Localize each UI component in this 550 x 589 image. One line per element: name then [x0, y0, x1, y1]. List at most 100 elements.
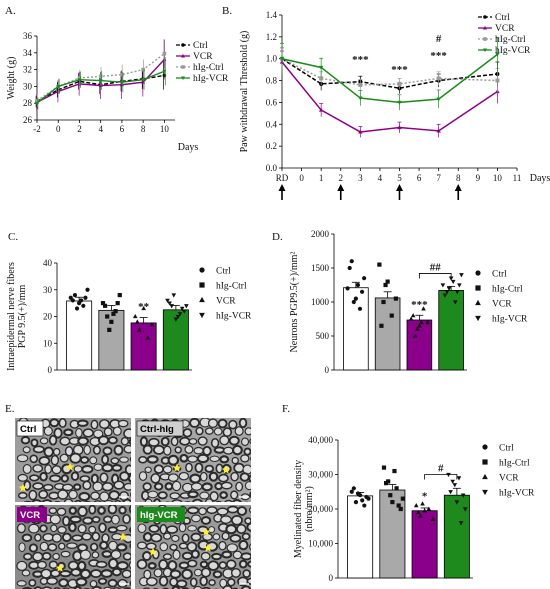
nerve-fiber [59, 570, 72, 578]
nerve-fiber [97, 577, 108, 585]
nerve-fiber [187, 490, 199, 499]
star-marker-icon [18, 483, 28, 492]
nerve-fiber [204, 464, 215, 473]
legend-marker [181, 65, 185, 69]
nerve-fiber [23, 500, 32, 502]
data-point [141, 78, 146, 82]
data-point [358, 129, 363, 134]
x-tick-label: 1 [319, 173, 324, 183]
data-point [115, 301, 120, 306]
nerve-fiber [246, 522, 251, 532]
nerve-fiber [107, 505, 118, 515]
star-marker-icon [201, 527, 211, 536]
data-point [456, 476, 462, 481]
nerve-fiber [28, 523, 40, 534]
nerve-fiber [82, 480, 92, 491]
nerve-fiber [142, 482, 152, 492]
nerve-fiber [200, 516, 212, 525]
nerve-fiber [199, 471, 208, 482]
x-tick-label: RD [276, 173, 289, 183]
series-line-vcr [281, 61, 498, 133]
x-tick-label: 11 [513, 173, 522, 183]
data-point [362, 276, 367, 281]
data-point [452, 483, 458, 488]
nerve-fiber [99, 491, 110, 502]
nerve-fiber [103, 499, 114, 502]
chart-b-paw-withdrawal: 0.0 0.2 0.4 0.6 0.8 1.0 1.2 1.4 RD 0 1 2 3 4 5 6 7 8 9 10 11… [239, 10, 550, 200]
nerve-fiber [211, 552, 222, 561]
nerve-fiber [128, 561, 131, 570]
nerve-fiber [199, 576, 208, 587]
nerve-fiber [207, 418, 218, 429]
nerve-fiber [68, 506, 78, 515]
data-point [397, 100, 402, 105]
data-point [408, 316, 414, 321]
nerve-fiber [212, 533, 221, 541]
nerve-fiber [93, 463, 103, 471]
nerve-fiber [48, 507, 58, 515]
nerve-fiber [238, 559, 248, 569]
data-point [349, 259, 354, 264]
x-tick-label: 2 [77, 124, 82, 134]
y-tick-label: 28 [23, 98, 33, 108]
legend-label: hIg-VCR [499, 489, 535, 499]
y-tick-label: 32 [23, 65, 32, 75]
nerve-fiber [71, 534, 83, 542]
nerve-fiber [108, 540, 118, 551]
data-point [355, 491, 361, 496]
nerve-fiber [224, 499, 233, 502]
nerve-fiber [200, 567, 212, 578]
nerve-fiber [83, 444, 91, 455]
y-tick-label: 36 [23, 31, 33, 41]
nerve-fiber [178, 522, 187, 533]
legend-label: hIg-Ctrl [499, 459, 530, 469]
nerve-fiber [238, 418, 248, 429]
nerve-fiber [218, 473, 229, 483]
nerve-fiber [198, 507, 207, 516]
nerve-fiber [17, 492, 28, 499]
y-tick-label: 0.6 [266, 97, 278, 107]
nerve-fiber [235, 481, 244, 492]
nerve-fiber [215, 500, 222, 502]
y-tick-label: 0.4 [266, 119, 278, 129]
nerve-fiber [187, 455, 198, 463]
data-point [440, 283, 446, 288]
nerve-fiber [220, 515, 232, 524]
nerve-fiber [242, 569, 251, 578]
nerve-fiber [53, 427, 63, 439]
star-marker-icon [118, 532, 128, 541]
nerve-fiber [57, 526, 67, 534]
legend-marker [475, 285, 481, 291]
chart-d-neurons: 0 500 1000 1500 2000 Neurons PGP9.5(+)/mm² ***… [289, 229, 528, 375]
nerve-fiber [171, 534, 180, 542]
legend-marker [475, 299, 481, 306]
nerve-fiber [190, 532, 202, 542]
nerve-fiber [167, 454, 180, 466]
data-point [444, 290, 450, 295]
nerve-fiber [221, 550, 233, 559]
nerve-fiber [58, 542, 66, 550]
nerve-fiber [79, 456, 90, 464]
data-point [392, 468, 397, 474]
nerve-fiber [129, 580, 131, 587]
nerve-fiber [20, 436, 31, 445]
nerve-fiber [101, 550, 113, 558]
data-point [383, 282, 388, 288]
nerve-fiber [169, 577, 179, 587]
data-point [145, 335, 151, 340]
x-tick-label: 5 [397, 173, 402, 183]
data-point [436, 76, 441, 81]
nerve-fiber [163, 532, 172, 540]
nerve-fiber [142, 551, 152, 562]
legend-label: Ctrl [495, 13, 510, 23]
micrograph-grid: Ctrl Ctrl-hIg VCR hIg-VCR [15, 418, 251, 589]
nerve-fiber [59, 453, 69, 463]
data-point [355, 282, 361, 288]
nerve-fiber [93, 429, 104, 439]
nerve-fiber [190, 549, 200, 559]
nerve-fiber [129, 542, 131, 549]
nerve-fiber [41, 499, 53, 502]
data-point [420, 501, 425, 506]
nerve-fiber [49, 514, 61, 525]
data-point [119, 80, 124, 85]
